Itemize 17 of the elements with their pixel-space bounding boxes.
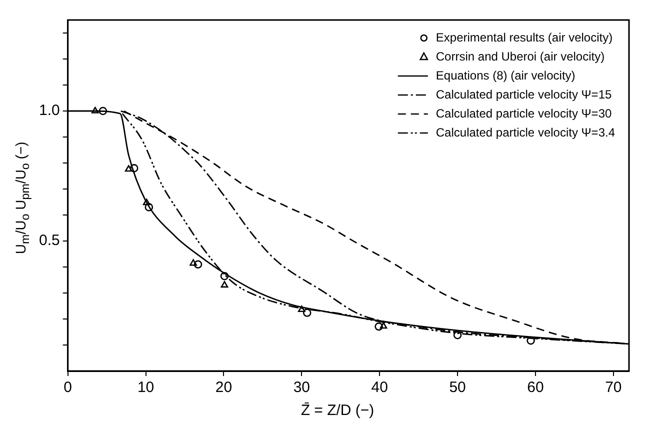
x-tick-label: 20 (215, 379, 232, 396)
x-tick-label: 0 (64, 379, 72, 396)
y-tick-label: 1.0 (38, 102, 60, 120)
legend-label: Calculated particle velocity Ψ=15 (436, 87, 612, 102)
x-tick-label: 40 (371, 379, 388, 396)
legend-label: Experimental results (air velocity) (436, 30, 613, 44)
legend-label: Equations (8) (air velocity) (436, 68, 576, 82)
legend-label: Calculated particle velocity Ψ=30 (436, 106, 612, 120)
x-axis-title: Z̄ = Z/D (−) (300, 402, 376, 419)
legend-label: Corrsin and Uberoi (air velocity) (436, 49, 605, 64)
x-tick-label: 10 (137, 379, 154, 396)
x-tick-label: 30 (293, 379, 310, 396)
y-tick-label: 0.5 (38, 232, 60, 250)
legend-label: Calculated particle velocity Ψ=3.4 (436, 125, 616, 140)
x-tick-label: 50 (449, 379, 466, 396)
x-tick-label: 60 (527, 379, 544, 396)
x-tick-label: 70 (605, 379, 622, 396)
